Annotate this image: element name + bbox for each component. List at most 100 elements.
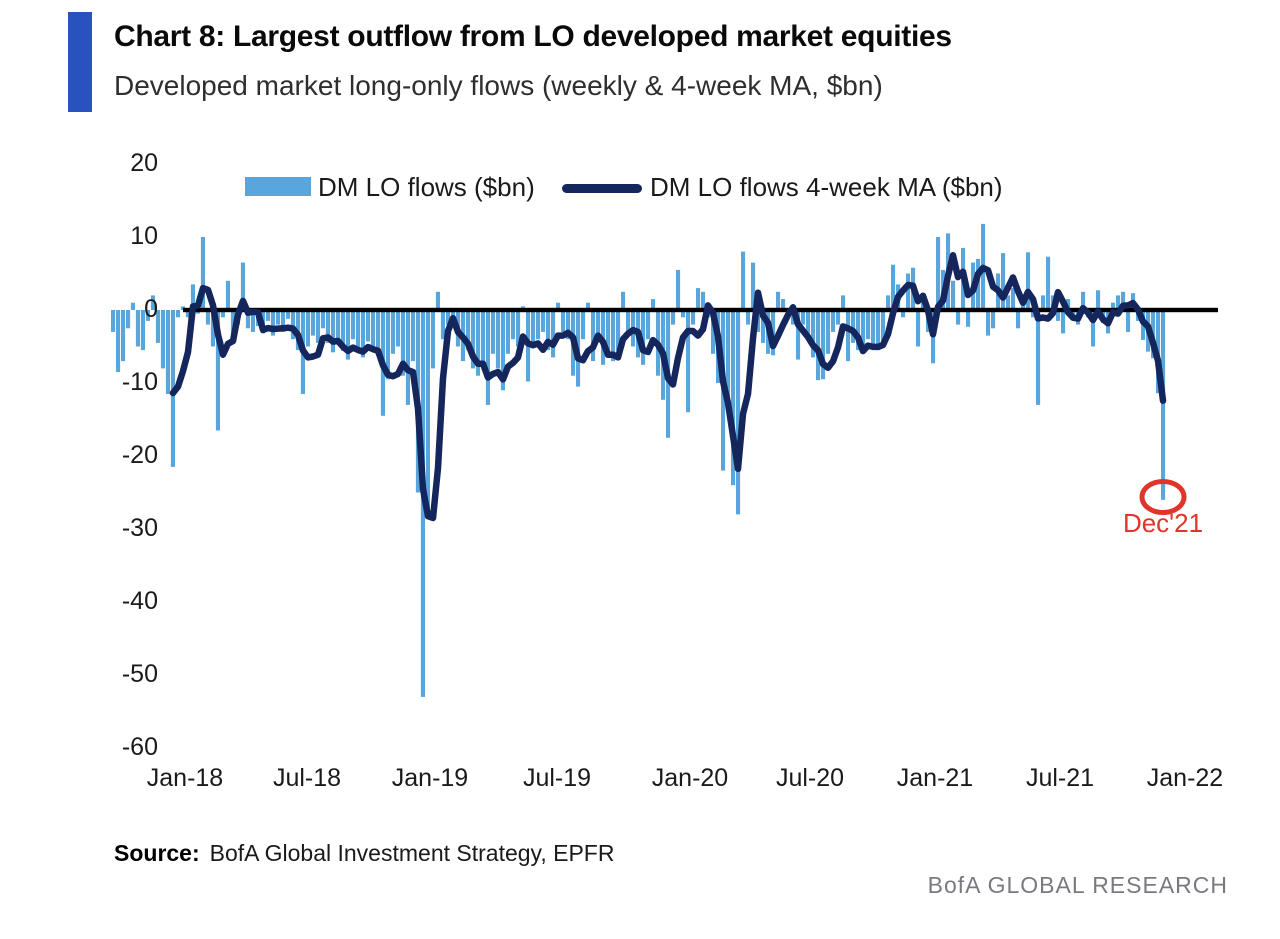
weekly-flow-bar — [676, 269, 681, 310]
weekly-flow-bar — [325, 310, 330, 343]
weekly-flow-bar — [160, 310, 165, 369]
weekly-flow-bar — [671, 310, 676, 325]
weekly-flow-bar — [130, 302, 135, 310]
weekly-flow-bar — [596, 310, 601, 340]
source-row: Source: BofA Global Investment Strategy, … — [114, 840, 614, 867]
weekly-flow-bar — [485, 310, 490, 405]
x-axis-tick-label: Jan-18 — [146, 764, 224, 792]
weekly-flow-bar — [470, 310, 475, 369]
weekly-flow-bar — [200, 237, 205, 310]
y-axis-tick-label: -60 — [121, 733, 158, 761]
weekly-flow-bar — [611, 310, 616, 362]
weekly-flow-bar — [566, 310, 571, 340]
y-axis-tick-label: -50 — [121, 660, 158, 688]
weekly-flow-bar — [490, 310, 495, 354]
weekly-flow-bar — [901, 310, 906, 318]
weekly-flow-bar — [731, 310, 736, 486]
weekly-flow-bar — [616, 310, 621, 351]
weekly-flow-bar — [425, 310, 430, 515]
weekly-flow-bar — [866, 310, 871, 340]
weekly-flow-bar — [956, 310, 961, 325]
weekly-flow-bar — [365, 310, 370, 342]
x-axis-tick-label: Jul-18 — [272, 764, 342, 792]
weekly-flow-bar — [445, 310, 450, 325]
weekly-flow-bar — [350, 310, 355, 340]
weekly-flow-bar — [751, 262, 756, 310]
weekly-flow-bar — [876, 310, 881, 351]
weekly-flow-bar — [591, 310, 596, 362]
weekly-flow-bar — [250, 310, 255, 332]
weekly-flow-bar — [861, 310, 866, 351]
weekly-flow-bar — [330, 310, 335, 353]
weekly-flow-bar — [215, 310, 220, 431]
weekly-flow-bar — [1126, 310, 1131, 332]
weekly-flow-bar — [841, 295, 846, 310]
weekly-flow-bar — [430, 310, 435, 369]
weekly-flow-bar — [626, 310, 631, 332]
y-axis-tick-label: 20 — [130, 149, 158, 177]
weekly-flow-bar — [646, 310, 651, 340]
weekly-flow-bar — [561, 310, 566, 332]
weekly-flow-bar — [551, 310, 556, 358]
weekly-flow-bar — [711, 310, 716, 354]
weekly-flow-bar — [871, 310, 876, 348]
legend-bar-label: DM LO flows ($bn) — [318, 172, 535, 202]
y-axis-tick-label: -30 — [121, 514, 158, 542]
weekly-flow-bar — [951, 280, 956, 310]
source-text: BofA Global Investment Strategy, EPFR — [209, 840, 615, 866]
weekly-flow-bar — [1031, 310, 1036, 318]
weekly-flow-bar — [116, 310, 121, 372]
weekly-flow-bar — [1016, 310, 1021, 329]
weekly-flow-bar — [991, 310, 996, 329]
weekly-flow-bar — [621, 291, 626, 311]
weekly-flow-bar — [390, 310, 395, 354]
weekly-flow-bar — [761, 310, 766, 343]
x-axis-tick-label: Jul-21 — [1025, 764, 1095, 792]
weekly-flow-bar — [180, 306, 185, 310]
weekly-flow-bar — [1041, 295, 1046, 310]
weekly-flow-bar — [816, 310, 821, 381]
weekly-flow-bar — [370, 310, 375, 348]
weekly-flow-bar — [126, 310, 131, 329]
weekly-flow-bar — [1116, 295, 1121, 310]
weekly-flow-bar — [916, 310, 921, 347]
weekly-flow-bar — [811, 310, 816, 358]
weekly-flow-bar — [641, 310, 646, 365]
weekly-flow-bar — [1161, 310, 1166, 500]
weekly-flow-bar — [480, 310, 485, 362]
weekly-flow-bar — [190, 284, 195, 310]
weekly-flow-bar — [801, 310, 806, 325]
brand-footer: BofA GLOBAL RESEARCH — [927, 872, 1228, 898]
weekly-flow-bar — [586, 302, 591, 310]
weekly-flow-bar — [305, 310, 310, 347]
weekly-flow-bar — [500, 310, 505, 391]
weekly-flow-bar — [175, 310, 180, 318]
y-axis-tick-label: 0 — [144, 295, 158, 323]
legend-line-label: DM LO flows 4-week MA ($bn) — [650, 172, 1003, 202]
weekly-flow-bar — [686, 310, 691, 413]
weekly-flow-bar — [450, 310, 455, 318]
weekly-flow-bar — [546, 310, 551, 351]
weekly-flow-bar — [1006, 295, 1011, 310]
x-axis-tick-label: Jul-20 — [775, 764, 845, 792]
legend-line-swatch — [562, 184, 642, 193]
weekly-flow-bar — [846, 310, 851, 362]
weekly-flow-bar — [836, 310, 841, 325]
weekly-flow-bar — [121, 310, 126, 362]
weekly-flow-bar — [355, 310, 360, 351]
weekly-flow-bar — [726, 310, 731, 405]
weekly-flow-bar — [691, 310, 696, 325]
weekly-flow-bar — [1096, 290, 1101, 310]
weekly-flow-bar — [831, 310, 836, 332]
weekly-flow-bar — [405, 310, 410, 405]
weekly-flow-bar — [435, 291, 440, 311]
weekly-flow-bar — [1026, 252, 1031, 310]
chart-subtitle: Developed market long-only flows (weekly… — [114, 70, 883, 101]
weekly-flow-bar — [510, 310, 515, 340]
weekly-flow-bar — [245, 310, 250, 329]
weekly-flow-bar — [220, 310, 225, 318]
x-axis-tick-label: Jan-21 — [896, 764, 974, 792]
weekly-flow-bar — [225, 280, 230, 310]
weekly-flow-bar — [581, 310, 586, 340]
weekly-flow-bar — [360, 310, 365, 358]
